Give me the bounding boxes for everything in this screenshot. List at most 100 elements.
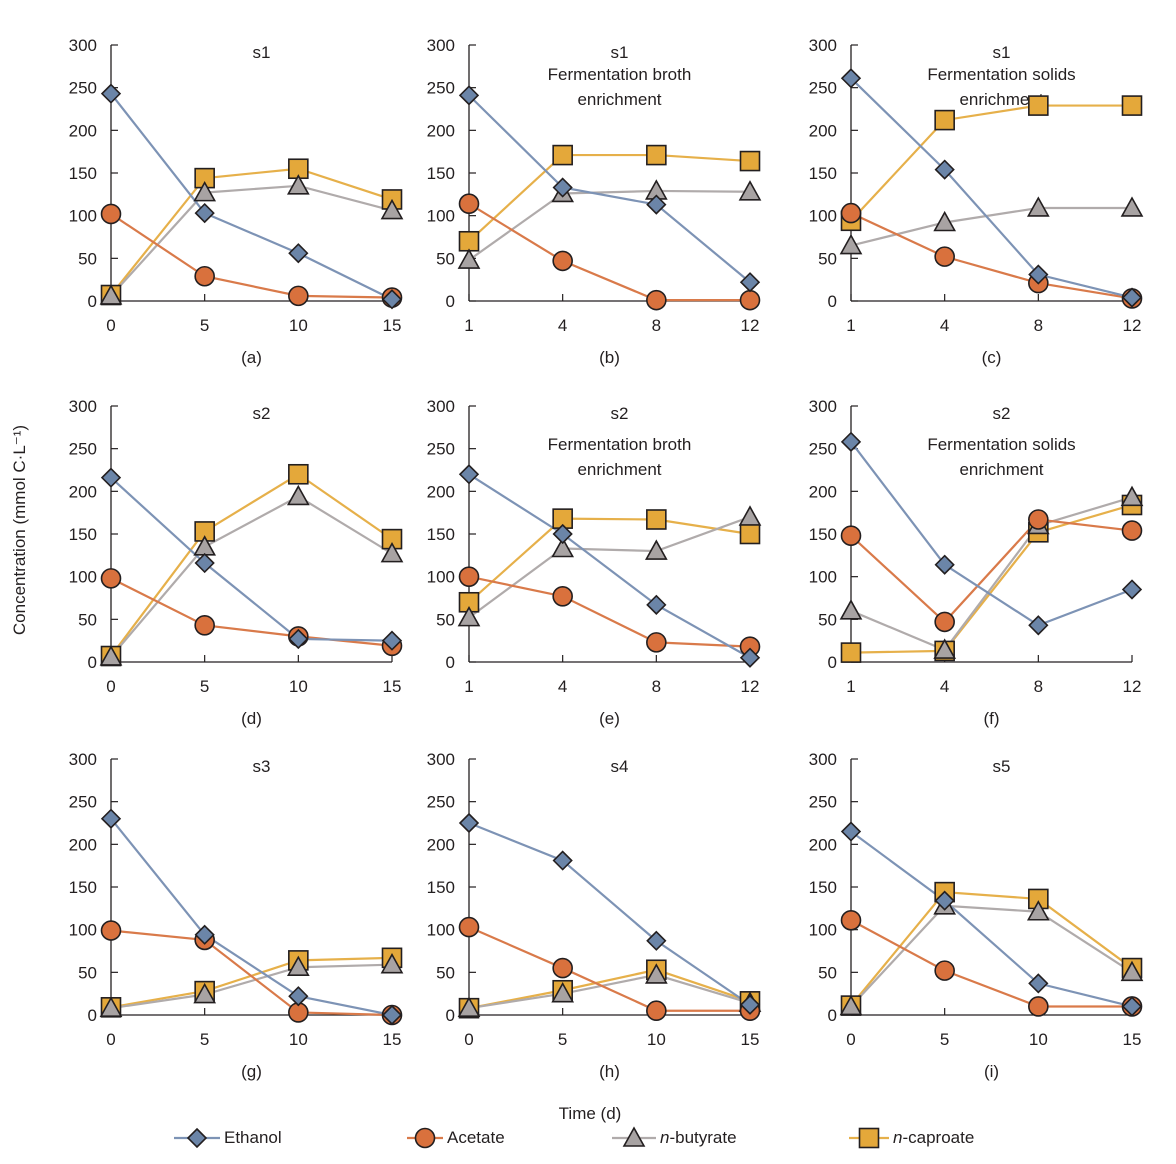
- data-point-acetate: [1028, 509, 1049, 530]
- series-line-ethanol: [850, 441, 1133, 627]
- circle-marker-icon: [407, 1127, 443, 1149]
- x-tick-label: 4: [940, 316, 949, 335]
- data-point-ethanol: [288, 243, 309, 264]
- panel-title: s1: [253, 43, 271, 62]
- legend-label-n-caproate: -caproate: [902, 1128, 975, 1147]
- series-line-acetate: [468, 202, 750, 302]
- x-tick-label: 15: [383, 1030, 402, 1049]
- legend-italic-n-caproate: n: [893, 1128, 903, 1147]
- legend-marker: [186, 1127, 208, 1149]
- panel-f: 0 50 100 150 200 250 300 1 4 8 12 s2 Fermentation so…: [809, 397, 1144, 728]
- series-line-ethanol: [110, 476, 393, 642]
- panel-title: s2: [611, 404, 629, 423]
- data-point-n-butyrate: [1026, 196, 1050, 217]
- panel-title: s2: [253, 404, 271, 423]
- legend-marker: [622, 1126, 646, 1147]
- panel-label: (e): [599, 709, 620, 728]
- data-point-ethanol: [288, 628, 309, 650]
- x-tick-label: 10: [289, 677, 308, 696]
- data-point-acetate: [646, 1000, 667, 1022]
- data-point-ethanol: [646, 930, 667, 951]
- data-point-ethanol: [1028, 973, 1049, 994]
- data-point-acetate: [934, 960, 955, 981]
- panel-title: s5: [993, 757, 1011, 776]
- panel-label: (b): [599, 348, 620, 367]
- data-point-ethanol: [194, 202, 215, 224]
- data-point-n-butyrate: [1026, 900, 1050, 921]
- data-point-n-butyrate: [193, 982, 217, 1004]
- data-point-acetate: [100, 203, 122, 225]
- x-tick-label: 12: [741, 677, 760, 696]
- y-tick-label: 250: [809, 79, 837, 98]
- y-tick-label: 300: [809, 750, 837, 769]
- data-point-ethanol: [1121, 579, 1143, 600]
- x-tick-label: 10: [289, 316, 308, 335]
- y-tick-label: 200: [69, 121, 97, 140]
- series-line-n-caproate: [850, 890, 1133, 1007]
- y-tick-label: 0: [88, 1006, 97, 1025]
- panel-subtitle-line2: enrichment: [959, 460, 1043, 479]
- x-tick-label: 1: [846, 677, 855, 696]
- data-point-ethanol: [458, 85, 480, 106]
- data-point-ethanol: [194, 552, 215, 574]
- series-line-n-butyrate: [110, 495, 393, 658]
- x-tick-label: 15: [383, 316, 402, 335]
- data-point-n-caproate: [1121, 95, 1143, 116]
- data-point-n-butyrate: [1120, 960, 1144, 982]
- triangle-marker-icon: [612, 1126, 656, 1147]
- panel-subtitle-line1: Fermentation solids: [927, 65, 1075, 84]
- data-point-n-caproate: [1028, 95, 1049, 116]
- series-line-n-caproate: [468, 968, 751, 1010]
- series-line-acetate: [850, 212, 1133, 300]
- series-line-acetate: [468, 575, 751, 648]
- series-line-n-butyrate: [468, 515, 751, 619]
- x-tick-label: 4: [940, 677, 949, 696]
- series-line-acetate: [110, 929, 393, 1017]
- series-line-n-butyrate: [850, 904, 1133, 1008]
- data-point-acetate: [934, 246, 955, 267]
- series-line-acetate: [850, 518, 1133, 624]
- data-point-n-caproate: [934, 109, 955, 131]
- data-point-n-butyrate: [286, 955, 310, 977]
- y-tick-label: 100: [69, 568, 97, 587]
- data-point-acetate: [739, 289, 761, 311]
- x-tick-label: 10: [289, 1030, 308, 1049]
- x-tick-label: 10: [1029, 1030, 1048, 1049]
- data-point-n-butyrate: [551, 982, 575, 1003]
- x-tick-label: 0: [106, 316, 115, 335]
- x-tick-label: 8: [1034, 316, 1043, 335]
- data-point-ethanol: [288, 986, 309, 1007]
- y-tick-label: 200: [427, 482, 455, 501]
- data-point-ethanol: [552, 850, 573, 871]
- data-point-acetate: [552, 585, 573, 607]
- y-tick-label: 100: [427, 207, 455, 226]
- y-tick-label: 200: [809, 121, 837, 140]
- data-point-ethanol: [646, 594, 667, 615]
- y-tick-label: 300: [69, 36, 97, 55]
- legend-label-ethanol: Ethanol: [224, 1128, 282, 1147]
- data-point-ethanol: [739, 272, 761, 293]
- data-point-ethanol: [934, 890, 955, 911]
- data-point-ethanol: [552, 523, 573, 545]
- series-line-acetate: [110, 213, 393, 299]
- series-line-n-caproate: [110, 472, 393, 657]
- data-point-acetate: [646, 632, 667, 653]
- y-tick-label: 150: [427, 164, 455, 183]
- y-tick-label: 50: [78, 249, 97, 268]
- panel-title: s1: [611, 43, 629, 62]
- y-tick-label: 300: [809, 397, 837, 416]
- data-point-acetate: [194, 615, 215, 636]
- data-point-n-butyrate: [738, 505, 762, 526]
- panel-label: (f): [983, 709, 999, 728]
- data-point-n-butyrate: [380, 953, 404, 974]
- series-line-n-caproate: [850, 104, 1132, 222]
- panel-label: (d): [241, 709, 262, 728]
- panel-a: 0 50 100 150 200 250 300 0 5 10 15 s1 (a): [69, 36, 404, 367]
- y-tick-label: 0: [828, 653, 837, 672]
- data-point-n-butyrate: [933, 210, 957, 232]
- data-point-ethanol: [739, 647, 761, 668]
- series-line-n-butyrate: [850, 206, 1132, 247]
- y-tick-label: 100: [427, 921, 455, 940]
- data-point-ethanol: [739, 994, 761, 1015]
